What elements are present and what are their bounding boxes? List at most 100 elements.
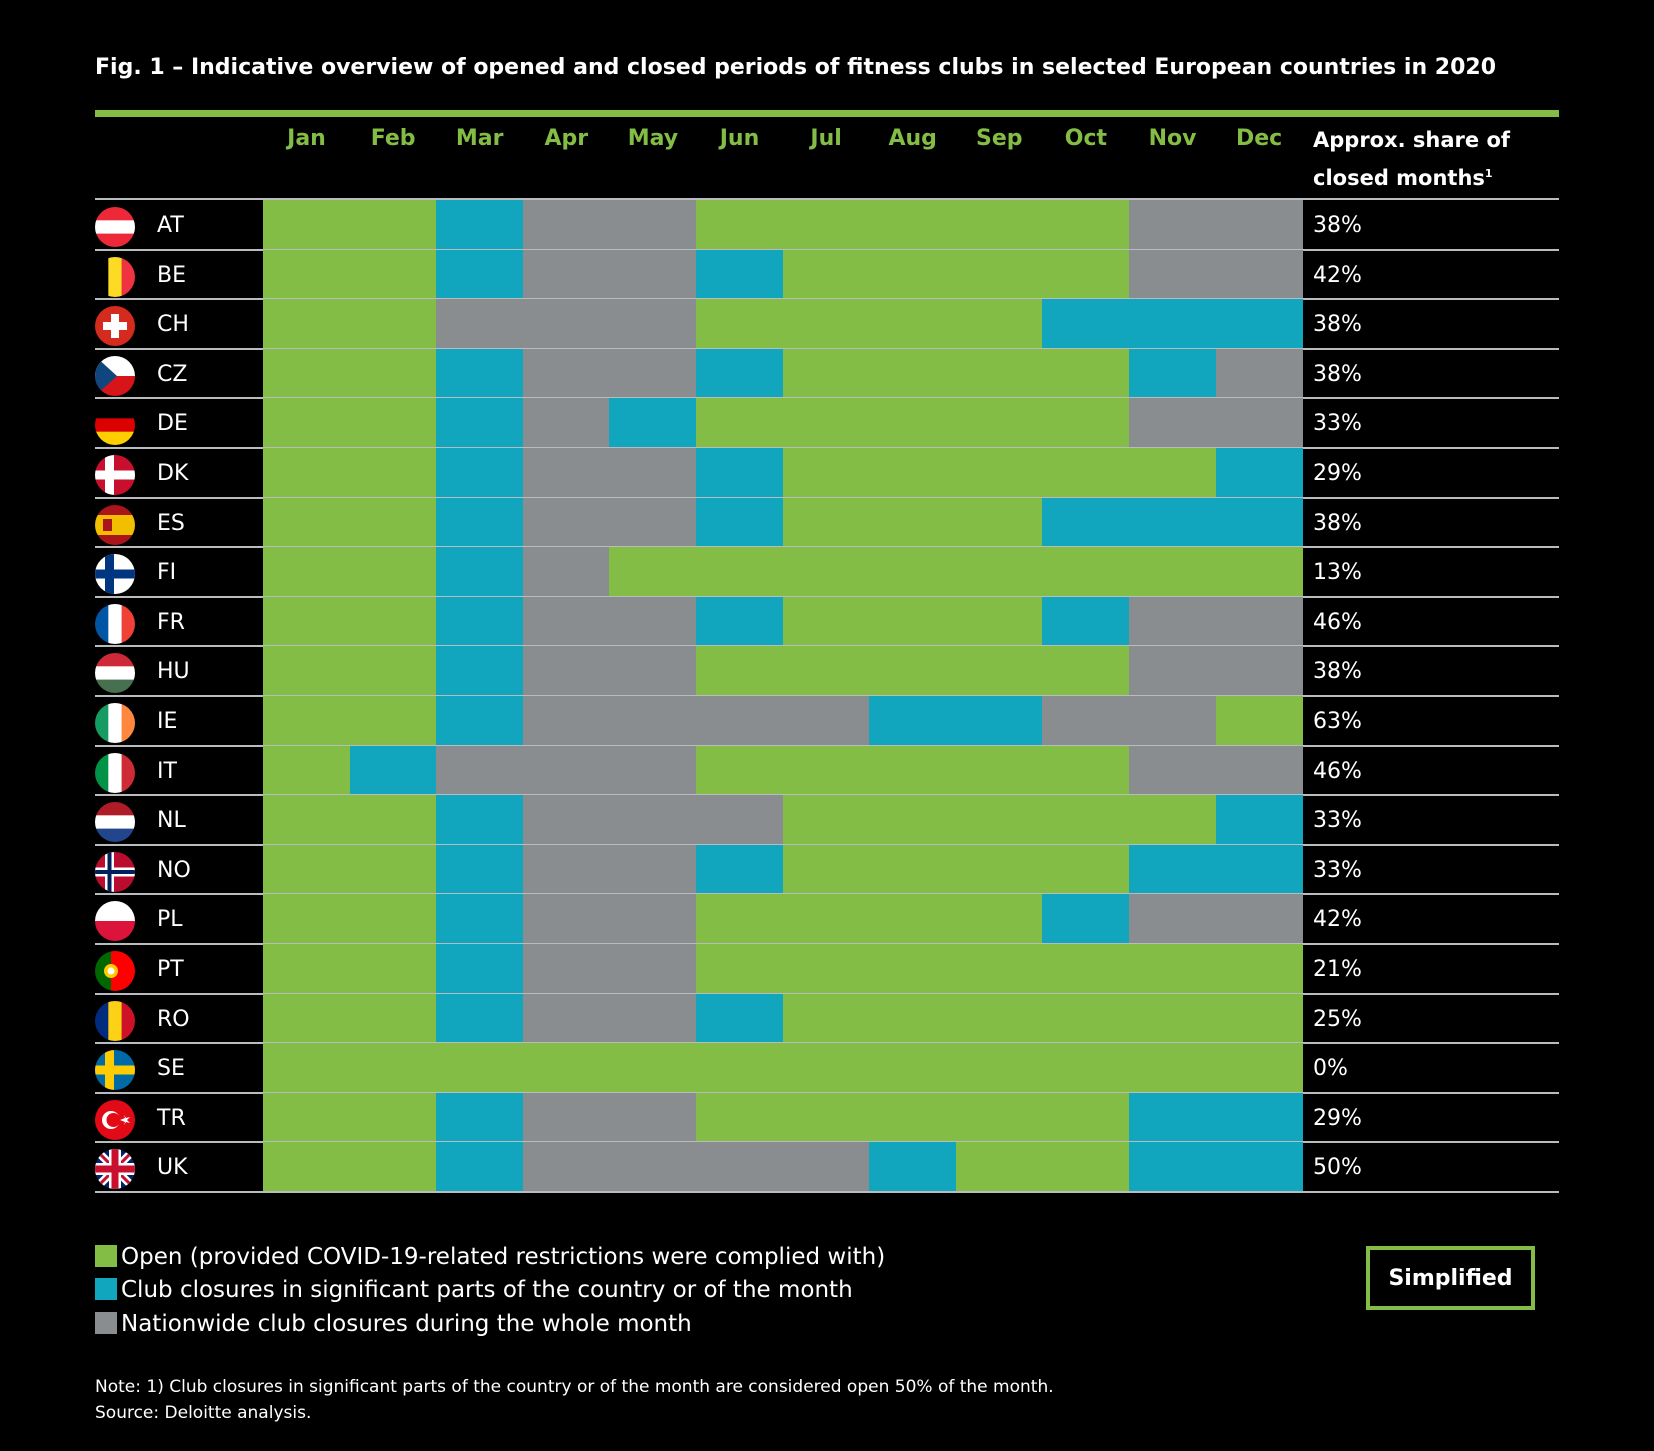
legend-partial: Club closures in significant parts of th… xyxy=(95,1277,853,1303)
closed-share-value: 46% xyxy=(1313,758,1362,784)
cell-pl-jun xyxy=(696,894,784,944)
country-code: NL xyxy=(157,808,186,834)
cell-pl-sep xyxy=(955,894,1043,944)
month-label-jun: Jun xyxy=(719,126,760,151)
cell-dk-mar xyxy=(436,448,524,497)
cell-pt-aug xyxy=(869,944,957,993)
closed-share-value: 21% xyxy=(1313,957,1362,982)
closed-share-value: 63% xyxy=(1313,709,1362,734)
cell-pl-dec xyxy=(1215,894,1303,944)
month-label-dec: Dec xyxy=(1235,126,1283,151)
cell-be-sep xyxy=(955,249,1043,299)
country-row-ro: RO 25% xyxy=(95,993,1559,1044)
cell-se-nov xyxy=(1129,1043,1217,1093)
cell-uk-jul xyxy=(782,1142,870,1192)
cell-es-dec xyxy=(1215,497,1303,547)
cell-no-may xyxy=(609,844,697,894)
country-code: BE xyxy=(157,262,186,288)
cell-se-jan xyxy=(263,1043,351,1093)
country-code: PL xyxy=(157,907,183,933)
cell-cz-jul xyxy=(782,348,870,398)
cell-it-may xyxy=(609,745,697,795)
france-flag-icon xyxy=(95,603,135,644)
cell-fi-jan xyxy=(263,547,351,597)
cell-hu-dec xyxy=(1215,646,1303,696)
cell-de-sep xyxy=(955,398,1043,448)
cell-it-jun xyxy=(696,745,784,795)
poland-flag-icon xyxy=(95,901,135,942)
legend-open-label: Open (provided COVID-19-related restrict… xyxy=(121,1244,886,1270)
cell-ch-sep xyxy=(955,299,1043,349)
denmark-flag-icon xyxy=(95,455,135,495)
cell-hu-may xyxy=(609,646,697,696)
cell-be-dec xyxy=(1215,249,1303,299)
cell-hu-sep xyxy=(955,646,1043,696)
cell-cz-dec xyxy=(1215,348,1303,398)
cell-se-jul xyxy=(782,1043,870,1093)
cell-es-apr xyxy=(522,497,610,547)
country-row-ch: CH 38% xyxy=(95,299,1559,349)
cell-no-apr xyxy=(522,844,610,894)
italy-flag-icon xyxy=(95,752,135,793)
cell-pl-jul xyxy=(782,894,870,944)
cell-tr-jun xyxy=(696,1092,784,1142)
cell-fr-nov xyxy=(1129,596,1217,646)
cell-no-oct xyxy=(1042,844,1130,894)
cell-es-jan xyxy=(263,497,351,547)
cell-ie-sep xyxy=(955,696,1043,745)
cell-de-oct xyxy=(1042,398,1130,448)
cell-it-sep xyxy=(955,745,1043,795)
source-note: Source: Deloitte analysis. xyxy=(95,1403,312,1423)
closed-share-value: 29% xyxy=(1313,461,1362,486)
cell-uk-apr xyxy=(522,1142,610,1192)
cell-cz-may xyxy=(609,348,697,398)
share-header: Approx. share of closed months1 xyxy=(1313,123,1510,195)
country-row-nl: NL 33% xyxy=(95,795,1559,845)
cell-pt-may xyxy=(609,944,697,993)
finland-flag-icon xyxy=(95,554,135,595)
country-row-uk: UK 50% xyxy=(95,1142,1559,1192)
cell-at-may xyxy=(609,200,697,249)
cell-pl-oct xyxy=(1042,894,1130,944)
cell-fr-feb xyxy=(349,596,437,646)
cell-de-may xyxy=(609,398,697,448)
country-row-pl: PL 42% xyxy=(95,894,1559,944)
country-code: FR xyxy=(157,609,185,635)
cell-nl-jun xyxy=(696,795,784,845)
country-row-no: NO 33% xyxy=(95,844,1559,895)
cell-fi-may xyxy=(609,547,697,597)
cell-ie-jul xyxy=(782,696,870,745)
country-row-cz: CZ 38% xyxy=(95,348,1559,399)
cell-nl-feb xyxy=(349,795,437,845)
cell-dk-jun xyxy=(696,448,784,497)
country-code: TR xyxy=(157,1105,186,1131)
cell-uk-nov xyxy=(1129,1142,1217,1192)
cell-at-nov xyxy=(1129,200,1217,249)
cell-nl-jul xyxy=(782,795,870,845)
cell-nl-oct xyxy=(1042,795,1130,845)
romania-flag-icon xyxy=(95,1000,135,1041)
month-label-jul: Jul xyxy=(810,126,842,151)
cell-be-nov xyxy=(1129,249,1217,299)
cell-nl-apr xyxy=(522,795,610,845)
cell-tr-apr xyxy=(522,1092,610,1142)
country-code: RO xyxy=(157,1006,190,1032)
cell-pl-jan xyxy=(263,894,351,944)
cell-hu-nov xyxy=(1129,646,1217,696)
row-divider xyxy=(95,1191,1559,1193)
cell-uk-jun xyxy=(696,1142,784,1192)
cell-hu-apr xyxy=(522,646,610,696)
cell-dk-jan xyxy=(263,448,351,497)
header-divider xyxy=(95,198,1559,200)
closed-share-value: 33% xyxy=(1313,411,1362,437)
share-header-line2: closed months xyxy=(1313,166,1485,190)
cell-ie-mar xyxy=(436,696,524,745)
austria-flag-icon xyxy=(95,207,135,247)
cell-hu-aug xyxy=(869,646,957,696)
cell-se-mar xyxy=(436,1043,524,1093)
cell-tr-may xyxy=(609,1092,697,1142)
cell-dk-may xyxy=(609,448,697,497)
cell-ie-may xyxy=(609,696,697,745)
legend-partial-label: Club closures in significant parts of th… xyxy=(121,1277,853,1303)
title-divider xyxy=(95,110,1559,117)
